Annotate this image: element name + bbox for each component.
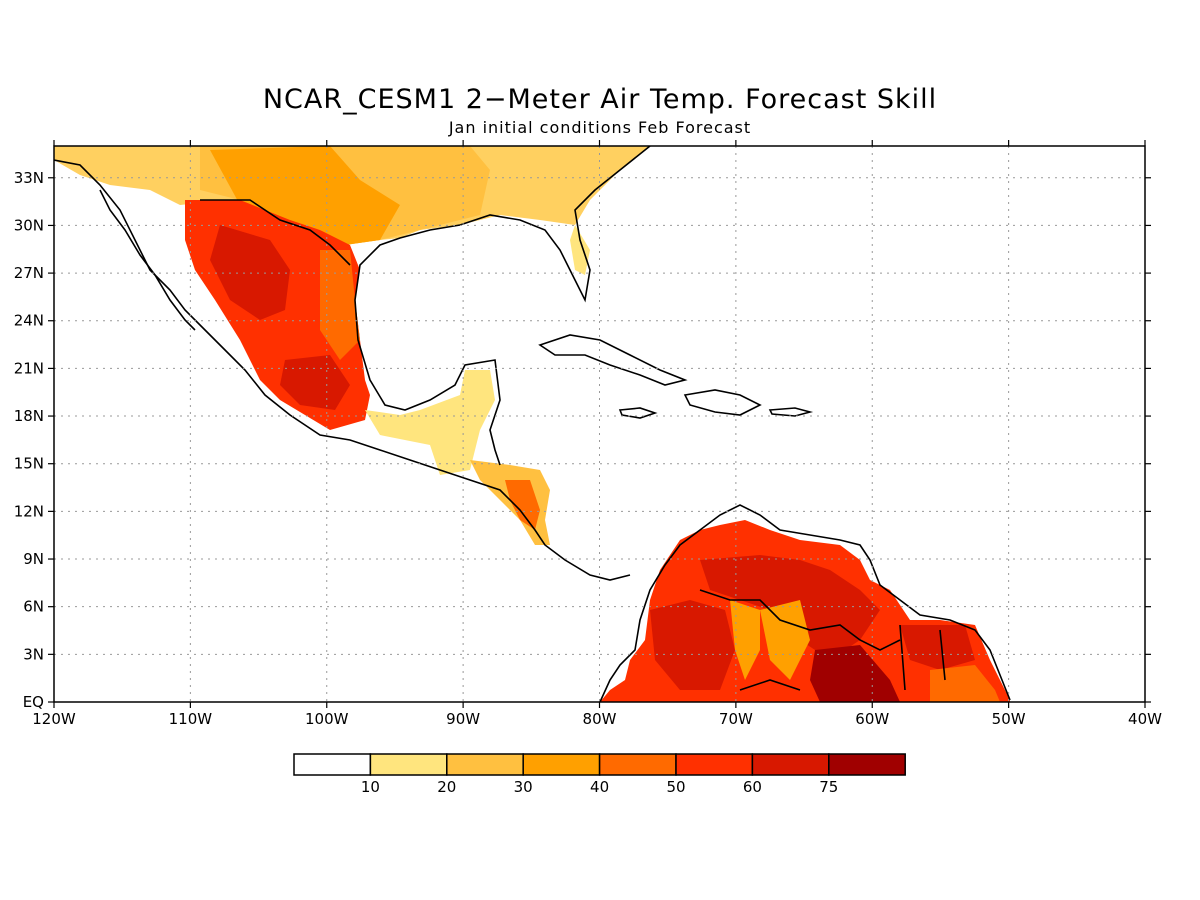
coastline-jamaica — [618, 407, 658, 419]
colorbar-swatch — [598, 753, 677, 776]
colorbar-swatch — [369, 753, 448, 776]
lat-tick-label: 6N — [23, 598, 44, 616]
skill-region-andes — [730, 600, 760, 680]
skill-region-colombia-core — [650, 600, 735, 690]
skill-region-mexico-south — [280, 355, 350, 410]
coastline-cuba — [538, 334, 688, 386]
lat-tick-label: 9N — [23, 550, 44, 568]
skill-region-guiana-coast — [760, 600, 810, 680]
lat-tick-label: 18N — [14, 407, 44, 425]
coastline-puerto-rico — [768, 407, 814, 417]
colorbar-swatch — [446, 753, 524, 776]
lon-tick-label: 80W — [583, 710, 617, 728]
skill-region-mexico-coast — [320, 250, 360, 360]
lon-tick-label: 110W — [169, 710, 213, 728]
skill-region-guyana — [810, 645, 900, 702]
skill-region-central-america — [470, 460, 550, 545]
colorbar-swatch — [293, 753, 372, 776]
gridlines — [54, 146, 1145, 702]
lon-tick-label: 50W — [992, 710, 1026, 728]
skill-shading — [54, 146, 1010, 702]
colorbar-swatch — [522, 753, 601, 776]
colorbar-swatch — [751, 753, 830, 776]
skill-region-nicaragua — [505, 480, 540, 530]
chart-title: NCAR_CESM1 2−Meter Air Temp. Forecast Sk… — [262, 84, 938, 115]
lon-tick-label: 100W — [305, 710, 349, 728]
axis-ticks: EQ 3N 6N 9N 12N 15N 18N 21N 24N 27N 30N 33N 120W 110W… — [14, 140, 1162, 728]
skill-region-suriname — [900, 625, 975, 670]
lat-tick-label: 15N — [14, 455, 44, 473]
colorbar-label: 40 — [590, 778, 609, 796]
coastline-south-america — [599, 504, 1011, 702]
colorbar-label: 20 — [437, 778, 456, 796]
lat-tick-label: 3N — [23, 645, 44, 663]
skill-region-yucatan — [365, 370, 495, 475]
skill-region-texas — [210, 146, 400, 245]
colorbar: 10 20 30 40 50 60 75 — [293, 753, 906, 796]
lat-tick-label: 21N — [14, 359, 44, 377]
coastline-gulf — [354, 146, 651, 466]
lat-tick-label: 27N — [14, 264, 44, 282]
lon-tick-label: 120W — [32, 710, 76, 728]
colorbar-label: 50 — [666, 778, 685, 796]
skill-region-brazil-east — [930, 665, 1000, 702]
lat-tick-label: 12N — [14, 502, 44, 520]
coastline-hispaniola — [683, 389, 762, 416]
skill-region-mexico-core — [210, 225, 290, 320]
lat-tick-label: EQ — [23, 693, 44, 711]
colorbar-label: 10 — [361, 778, 380, 796]
lon-tick-label: 70W — [719, 710, 753, 728]
border-mexico-us — [200, 199, 351, 266]
colorbar-swatch — [675, 753, 754, 776]
colorbar-swatch — [828, 753, 906, 776]
lat-tick-label: 24N — [14, 312, 44, 330]
colorbar-label: 60 — [743, 778, 762, 796]
coastline-baja — [99, 189, 196, 331]
border-south-america — [699, 589, 946, 691]
coastline-north-america — [54, 159, 631, 581]
chart-subtitle: Jan initial conditions Feb Forecast — [448, 118, 752, 137]
colorbar-label: 75 — [819, 778, 838, 796]
lat-tick-label: 30N — [14, 216, 44, 234]
coastlines — [54, 146, 1011, 702]
lon-tick-label: 60W — [855, 710, 889, 728]
lon-tick-label: 90W — [446, 710, 480, 728]
lat-tick-label: 33N — [14, 169, 44, 187]
lon-tick-label: 40W — [1128, 710, 1162, 728]
skill-region-florida — [570, 225, 590, 275]
colorbar-label: 30 — [514, 778, 533, 796]
